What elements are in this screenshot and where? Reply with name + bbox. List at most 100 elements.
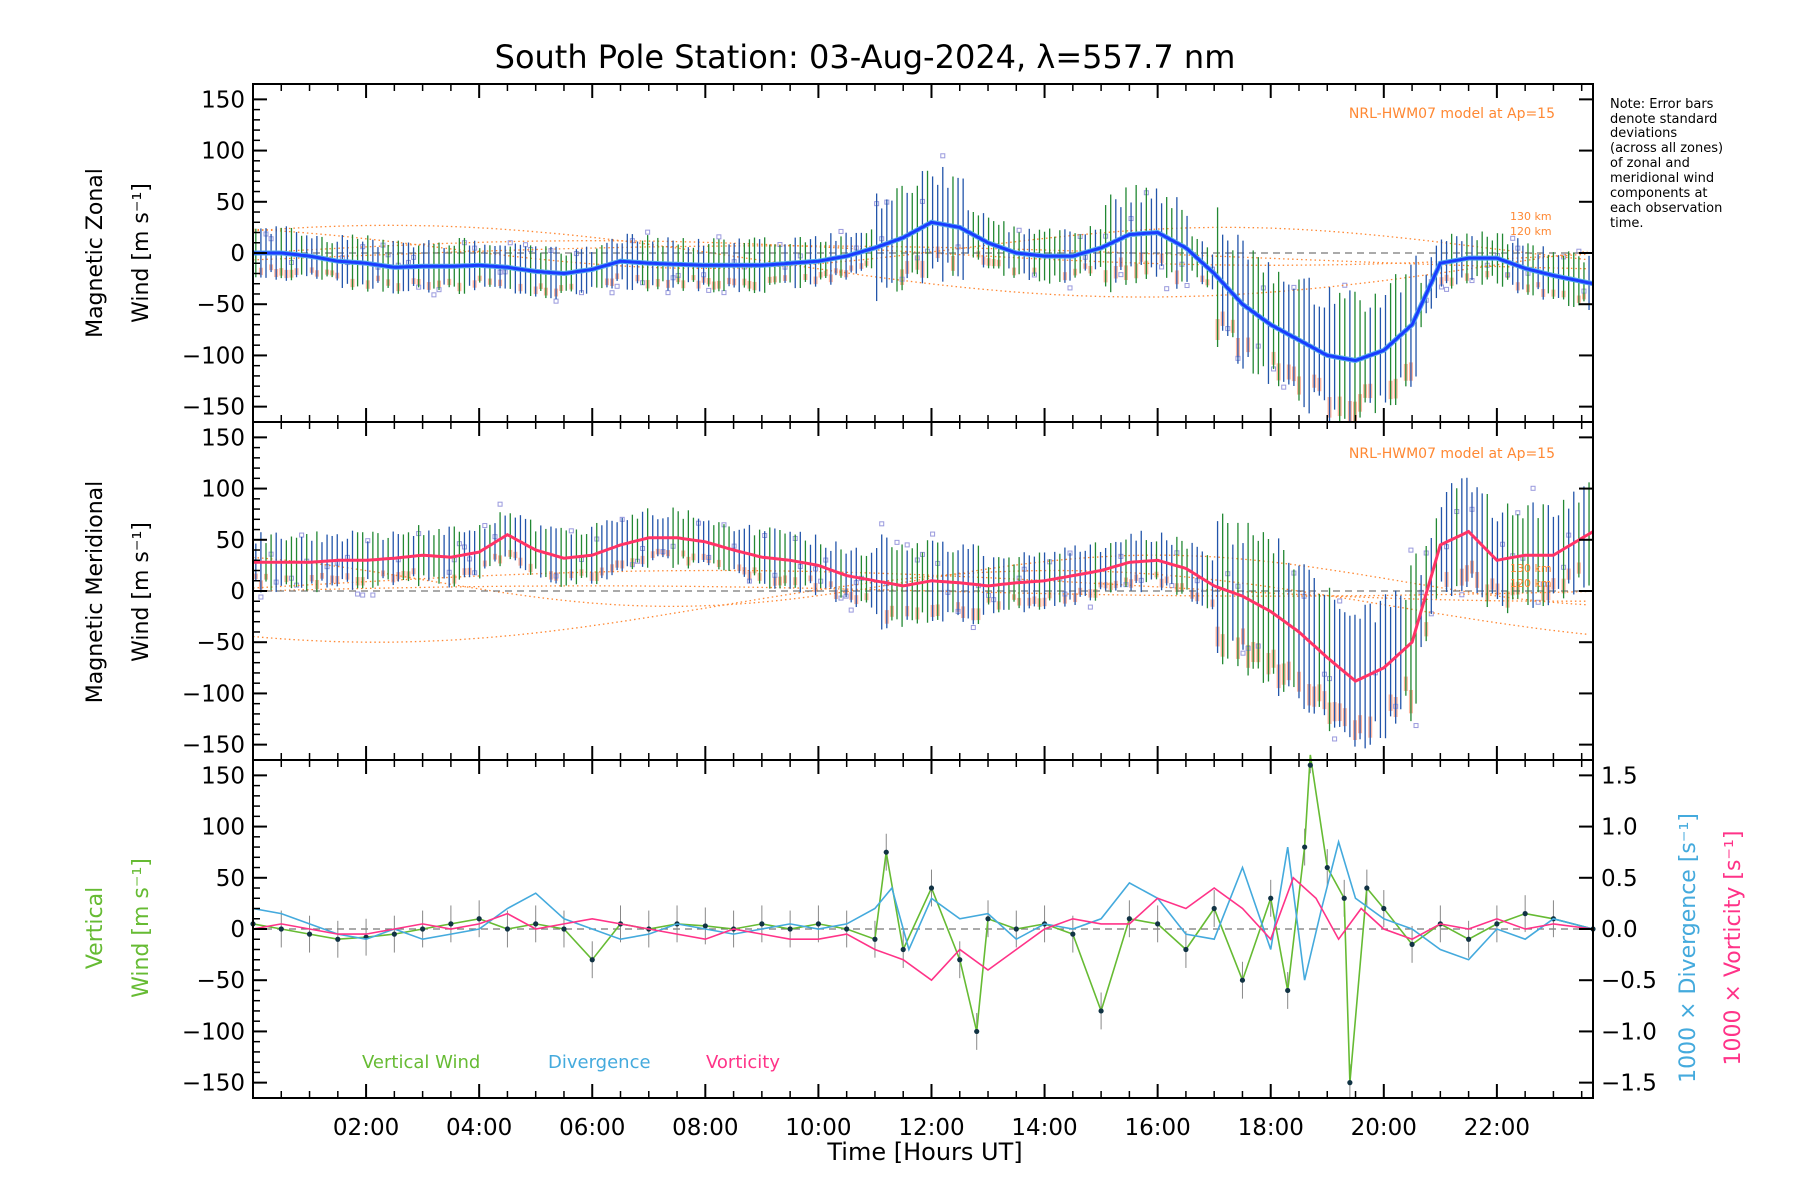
y-tick-label: −100 — [182, 1019, 245, 1045]
legend-divergence: Divergence — [548, 1052, 651, 1073]
vertical-wind-point — [1381, 905, 1387, 912]
right-tick-label: −1.0 — [1601, 1019, 1657, 1045]
scatter-point — [370, 592, 376, 598]
y-label-vertical-line1: Vertical — [83, 887, 108, 969]
vertical-wind-point — [1239, 977, 1246, 983]
vertical-wind-point — [974, 1028, 980, 1035]
vertical-wind-point — [1494, 921, 1500, 927]
y-tick-label: 150 — [201, 87, 245, 113]
vertical-wind-point — [872, 936, 878, 942]
scatter-point — [1413, 723, 1419, 729]
model-height-meridional-120: 120 km — [1510, 577, 1552, 590]
scatter-point — [940, 153, 946, 159]
y-tick-label: 100 — [201, 477, 245, 503]
vertical-wind-point — [1307, 762, 1313, 768]
y-tick-label: 100 — [201, 815, 245, 841]
vertical-wind-line — [252, 754, 1594, 1083]
y-label-vertical-line2: Wind [m s⁻¹] — [129, 858, 154, 998]
right-tick-label: 0.5 — [1601, 866, 1638, 892]
vertical-wind-point — [759, 921, 765, 927]
y-tick-label: 0 — [230, 579, 245, 605]
scatter-point — [1332, 736, 1338, 742]
scatter-point — [1408, 547, 1414, 553]
vertical-wind-point — [561, 926, 567, 932]
vertical-wind-point — [1268, 895, 1274, 901]
model-curve — [252, 240, 1588, 266]
vertical-wind-point — [1211, 905, 1217, 912]
note-line: deviations — [1610, 126, 1677, 141]
vertical-wind-point — [533, 921, 539, 927]
vertical-wind-point — [985, 916, 991, 922]
y-tick-label: −100 — [182, 343, 245, 369]
vertical-wind-point — [815, 921, 822, 927]
vertical-wind-point — [787, 926, 793, 932]
vertical-wind-point — [957, 957, 963, 963]
scatter-point — [1118, 272, 1124, 278]
model-curve — [252, 224, 1588, 298]
x-tick-label: 06:00 — [559, 1115, 625, 1141]
vertical-wind-point — [1347, 1080, 1353, 1086]
vertical-wind-point — [1466, 936, 1472, 942]
x-tick-label: 12:00 — [898, 1115, 964, 1141]
x-tick-label: 10:00 — [785, 1115, 851, 1141]
scatter-point — [1342, 282, 1348, 288]
vertical-wind-point — [1126, 916, 1132, 922]
vertical-wind-point — [900, 946, 906, 953]
y-label-zonal-line2: Wind [m s⁻¹] — [129, 183, 154, 323]
vertical-wind-point — [420, 926, 426, 932]
note-line: each observation — [1610, 201, 1722, 216]
y-tick-label: −150 — [182, 733, 245, 759]
scatter-point — [497, 501, 503, 507]
scatter-point — [553, 298, 559, 304]
scatter-point — [970, 625, 976, 631]
scatter-point — [1087, 604, 1093, 610]
right-label-vorticity: 1000 × Vorticity [s⁻¹] — [1721, 831, 1746, 1066]
y-tick-label: 50 — [216, 528, 245, 554]
legend-vorticity: Vorticity — [706, 1052, 780, 1073]
vertical-wind-point — [448, 921, 454, 927]
scatter-point — [1510, 235, 1516, 241]
y-label-meridional-line1: Magnetic Meridional — [83, 481, 108, 703]
vertical-wind-point — [702, 923, 708, 929]
x-tick-label: 18:00 — [1238, 1115, 1304, 1141]
meridional-wind-line — [253, 529, 1594, 683]
model-curve — [252, 569, 1588, 643]
y-tick-label: −100 — [182, 681, 245, 707]
vertical-wind-point — [476, 916, 482, 922]
x-tick-label: 08:00 — [672, 1115, 738, 1141]
scatter-point — [482, 523, 488, 529]
scatter-point — [355, 591, 361, 597]
scatter-point — [258, 594, 264, 600]
scatter-point — [1281, 384, 1287, 390]
vertical-wind-point — [1285, 987, 1291, 994]
zonal-wind-line — [253, 220, 1594, 363]
y-tick-label: 0 — [230, 917, 245, 943]
vertical-wind-point — [1409, 941, 1415, 947]
scatter-point — [848, 607, 854, 613]
model-height-meridional-130: 130 km — [1510, 562, 1552, 575]
y-label-meridional-line2: Wind [m s⁻¹] — [129, 522, 154, 662]
y-tick-label: −150 — [182, 395, 245, 421]
scatter-point — [1016, 227, 1022, 233]
model-curve — [252, 585, 1588, 597]
scatter-point — [431, 292, 437, 298]
note-line: components at — [1610, 186, 1708, 201]
y-tick-label: 0 — [230, 241, 245, 267]
scatter-point — [904, 542, 910, 548]
x-tick-label: 14:00 — [1011, 1115, 1077, 1141]
y-tick-label: 50 — [216, 190, 245, 216]
vertical-wind-point — [1098, 1008, 1104, 1014]
x-tick-label: 22:00 — [1464, 1115, 1530, 1141]
scatter-point — [1240, 650, 1246, 656]
scatter-point — [1459, 592, 1465, 598]
scatter-point — [930, 531, 936, 537]
scatter-point — [523, 242, 529, 248]
vertical-wind-point — [1183, 946, 1189, 953]
y-tick-label: −50 — [196, 630, 245, 656]
scatter-point — [838, 228, 844, 234]
scatter-point — [1184, 283, 1190, 289]
y-tick-label: 150 — [201, 425, 245, 451]
model-label-zonal: NRL-HWM07 model at Ap=15 — [1349, 106, 1555, 122]
scatter-point — [879, 521, 885, 527]
